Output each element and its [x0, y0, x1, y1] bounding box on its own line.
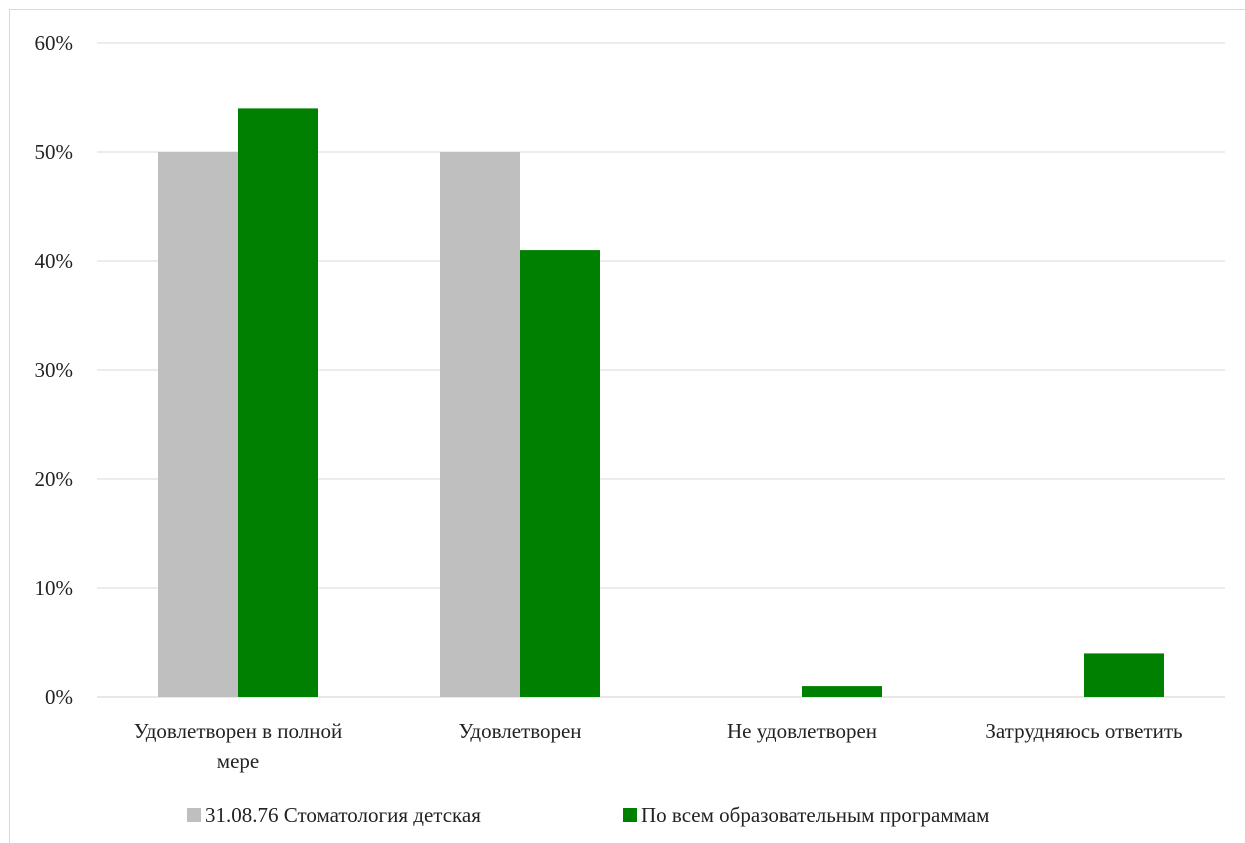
bar-specialty — [158, 152, 238, 697]
bar-all-programs — [1084, 653, 1164, 697]
bar-specialty — [440, 152, 520, 697]
x-tick-label: мере — [217, 749, 259, 773]
chart-frame — [9, 9, 1245, 843]
legend-swatch-all-programs — [623, 808, 637, 822]
x-tick-label: Удовлетворен в полной — [134, 719, 342, 743]
bar-all-programs — [520, 250, 600, 697]
x-tick-label: Удовлетворен — [458, 719, 581, 743]
legend-label-all-programs: По всем образовательным программам — [641, 803, 989, 827]
bar-all-programs — [802, 686, 882, 697]
y-tick-label: 60% — [35, 31, 74, 55]
legend-swatch-specialty — [187, 808, 201, 822]
y-tick-label: 40% — [35, 249, 74, 273]
x-tick-label: Затрудняюсь ответить — [985, 719, 1182, 743]
x-tick-label: Не удовлетворен — [727, 719, 877, 743]
y-tick-label: 0% — [45, 685, 73, 709]
y-tick-label: 30% — [35, 358, 74, 382]
y-tick-label: 20% — [35, 467, 74, 491]
y-tick-label: 10% — [35, 576, 74, 600]
y-tick-label: 50% — [35, 140, 74, 164]
legend-label-specialty: 31.08.76 Стоматология детская — [205, 803, 481, 827]
bar-all-programs — [238, 108, 318, 697]
